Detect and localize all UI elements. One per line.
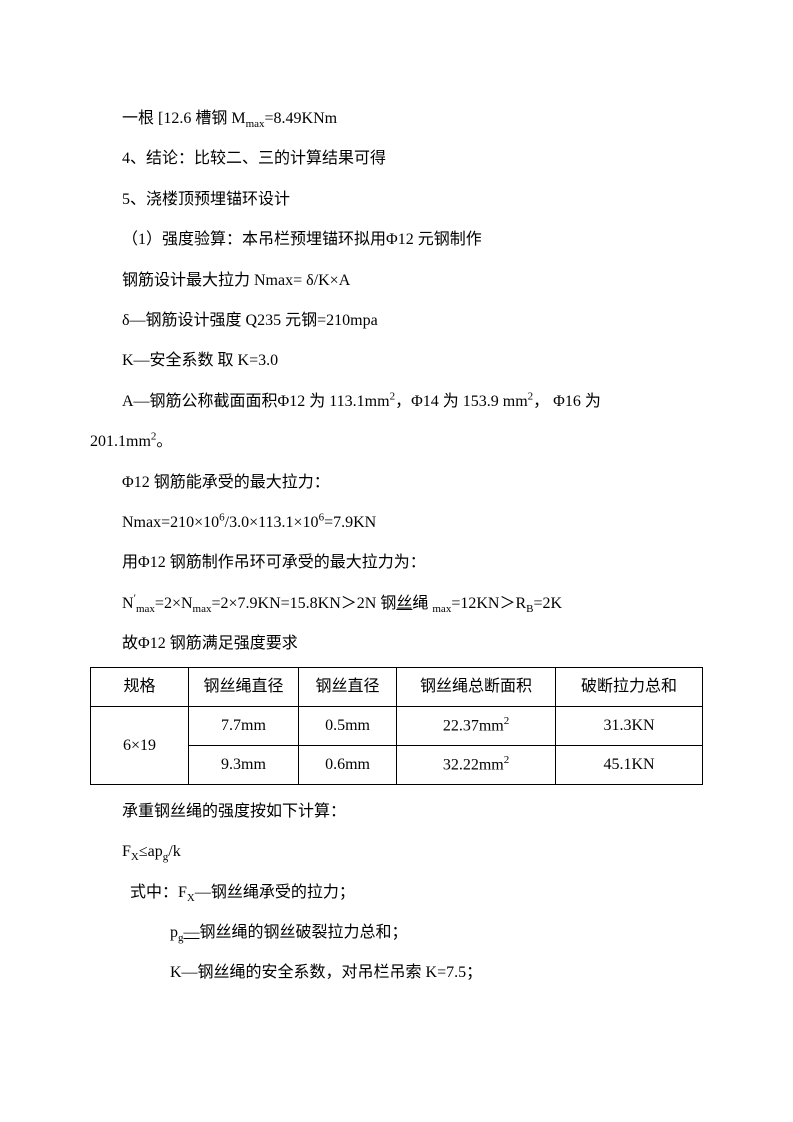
paragraph-line-18: K—钢丝绳的安全系数，对吊栏吊索 K=7.5； — [90, 954, 703, 992]
text: =2K — [533, 595, 562, 612]
text: p — [170, 924, 178, 941]
paragraph-line-3: 5、浇楼顶预埋锚环设计 — [90, 181, 703, 219]
paragraph-line-10: Nmax=210×106/3.0×113.1×106=7.9KN — [90, 504, 703, 542]
table-header: 破断拉力总和 — [556, 668, 703, 707]
table-row: 6×19 7.7mm 0.5mm 22.37mm2 31.3KN — [91, 707, 703, 746]
text: 绳 — [412, 595, 432, 612]
text: 钢丝绳的钢丝破裂拉力总和； — [200, 924, 408, 941]
paragraph-line-15: FX≤apg/k — [90, 833, 703, 871]
text: =2×N — [155, 595, 193, 612]
table-cell: 9.3mm — [188, 745, 298, 784]
text: =2×7.9KN=15.8KN＞2N 钢 — [211, 595, 396, 612]
table-cell: 45.1KN — [556, 745, 703, 784]
text: ≤ap — [139, 843, 163, 860]
table-header-row: 规格 钢丝绳直径 钢丝直径 钢丝绳总断面积 破断拉力总和 — [91, 668, 703, 707]
table-cell: 22.37mm2 — [396, 707, 555, 746]
text: /3.0×113.1×10 — [225, 514, 319, 531]
table-cell: 32.22mm2 — [396, 745, 555, 784]
paragraph-line-12: N′max=2×Nmax=2×7.9KN=15.8KN＞2N 钢丝绳 max=1… — [90, 585, 703, 623]
table-header: 钢丝绳直径 — [188, 668, 298, 707]
table-cell: 0.6mm — [299, 745, 397, 784]
subscript: max — [246, 118, 265, 130]
text: A—钢筋公称截面面积Φ12 为 113.1mm — [122, 393, 390, 410]
document-body: 一根 [12.6 槽钢 Mmax=8.49KNm 4、结论：比较二、三的计算结果… — [90, 100, 703, 993]
paragraph-line-1: 一根 [12.6 槽钢 Mmax=8.49KNm — [90, 100, 703, 138]
subscript: max — [432, 603, 451, 615]
table-header: 规格 — [91, 668, 189, 707]
paragraph-line-14: 承重钢丝绳的强度按如下计算： — [90, 793, 703, 831]
paragraph-line-13: 故Φ12 钢筋满足强度要求 — [90, 625, 703, 663]
paragraph-line-8-cont: 201.1mm2。 — [90, 423, 703, 461]
paragraph-line-4: （1）强度验算：本吊栏预埋锚环拟用Φ12 元钢制作 — [90, 221, 703, 259]
text: ，Φ14 为 153.9 mm — [395, 393, 528, 410]
spec-table: 规格 钢丝绳直径 钢丝直径 钢丝绳总断面积 破断拉力总和 6×19 7.7mm … — [90, 667, 703, 784]
text: =12KN＞R — [451, 595, 526, 612]
table-header: 钢丝直径 — [299, 668, 397, 707]
text: —钢丝绳承受的拉力； — [195, 884, 355, 901]
table-cell: 7.7mm — [188, 707, 298, 746]
text: 式中：F — [130, 884, 187, 901]
paragraph-line-9: Φ12 钢筋能承受的最大拉力： — [90, 464, 703, 502]
text: 一根 [12.6 槽钢 M — [122, 110, 246, 127]
paragraph-line-6: δ—钢筋设计强度 Q235 元钢=210mpa — [90, 302, 703, 340]
underlined-text: — — [184, 924, 200, 941]
text: N — [122, 595, 134, 612]
text: /k — [168, 843, 180, 860]
paragraph-line-8: A—钢筋公称截面面积Φ12 为 113.1mm2，Φ14 为 153.9 mm2… — [90, 383, 703, 421]
underlined-text: 丝 — [396, 595, 412, 612]
paragraph-line-11: 用Φ12 钢筋制作吊环可承受的最大拉力为： — [90, 544, 703, 582]
text: F — [122, 843, 131, 860]
text: =7.9KN — [324, 514, 376, 531]
superscript: 2 — [504, 715, 510, 727]
table-cell: 31.3KN — [556, 707, 703, 746]
subscript: max — [136, 603, 155, 615]
paragraph-line-16: 式中：FX—钢丝绳承受的拉力； — [90, 874, 703, 912]
subscript: X — [131, 851, 139, 863]
subscript: X — [187, 892, 195, 904]
paragraph-line-2: 4、结论：比较二、三的计算结果可得 — [90, 140, 703, 178]
text: =8.49KNm — [265, 110, 338, 127]
paragraph-line-17: pg—钢丝绳的钢丝破裂拉力总和； — [90, 914, 703, 952]
paragraph-line-5: 钢筋设计最大拉力 Nmax= δ/K×A — [90, 262, 703, 300]
text: 201.1mm — [90, 433, 151, 450]
text: 32.22mm — [443, 756, 504, 773]
text: 22.37mm — [443, 717, 504, 734]
subscript: max — [193, 603, 212, 615]
text: 。 — [156, 433, 172, 450]
paragraph-line-7: K—安全系数 取 K=3.0 — [90, 342, 703, 380]
text: Nmax=210×10 — [122, 514, 219, 531]
table-header: 钢丝绳总断面积 — [396, 668, 555, 707]
table-cell: 0.5mm — [299, 707, 397, 746]
table-cell: 6×19 — [91, 707, 189, 785]
text: ， Φ16 为 — [533, 393, 601, 410]
superscript: 2 — [504, 754, 510, 766]
